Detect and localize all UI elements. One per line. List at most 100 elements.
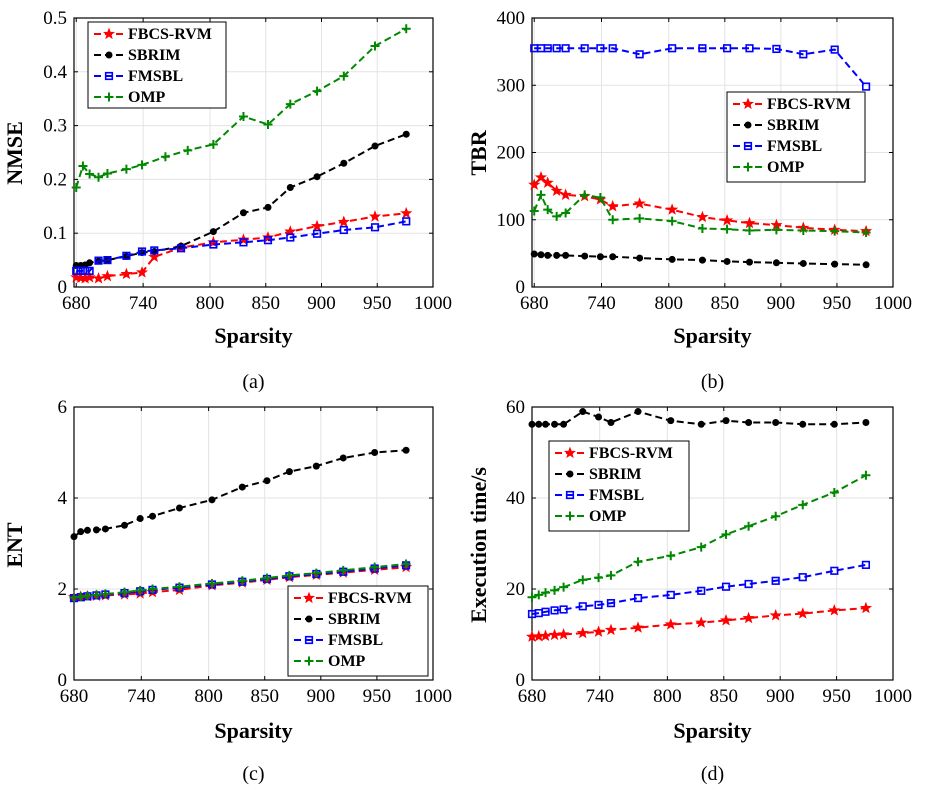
data-point-marker (174, 582, 184, 592)
legend-entry: FMSBL (128, 68, 183, 85)
data-point-marker (798, 500, 808, 510)
data-point-marker (262, 573, 272, 583)
data-point-marker (103, 255, 112, 265)
y-tick-label: 0.2 (43, 169, 67, 190)
data-point-marker (528, 178, 541, 190)
data-point-marker (340, 159, 348, 167)
data-point-marker (550, 184, 563, 197)
data-point-marker (635, 213, 645, 223)
data-point-marker (208, 139, 218, 149)
y-tick-label: 2 (58, 579, 68, 600)
data-point-marker (861, 560, 871, 569)
plot-frame (531, 406, 894, 681)
data-point-marker (608, 215, 618, 225)
y-tick-label: 0.3 (43, 116, 67, 137)
data-point-marker (263, 477, 271, 485)
data-point-marker (550, 606, 559, 615)
data-point-marker (541, 176, 554, 188)
data-point-marker (769, 609, 782, 621)
x-tick-label: 740 (587, 293, 616, 314)
data-point-marker (92, 272, 105, 284)
data-point-marker (636, 254, 644, 262)
series-sbrim (72, 130, 410, 269)
data-point-marker (175, 504, 183, 512)
data-point-marker (667, 216, 677, 226)
y-tick-label: 300 (497, 75, 526, 96)
x-tick-label: 900 (766, 686, 795, 707)
y-axis-label: ENT (2, 522, 27, 568)
series-line (533, 176, 867, 233)
data-point-marker (339, 71, 349, 81)
data-point-marker (535, 420, 543, 428)
series-sbrim (528, 408, 870, 428)
data-point-marker (86, 259, 94, 267)
data-point-marker (120, 267, 133, 280)
data-point-marker (561, 44, 570, 53)
data-point-marker (697, 420, 705, 428)
chart-panel-c: 680 740 800 850 900 950 1000 0 2 4 6 Sparsity ENT (c)… (2, 397, 452, 785)
data-point-marker (83, 526, 91, 534)
data-point-marker (312, 462, 320, 470)
data-point-marker (668, 44, 677, 53)
series-omp (527, 470, 871, 602)
data-point-marker (541, 607, 550, 616)
data-point-marker (594, 600, 603, 610)
data-point-marker (530, 250, 538, 258)
data-point-marker (560, 420, 568, 428)
data-point-marker (635, 50, 644, 59)
data-point-marker (92, 526, 100, 534)
x-tick-label: 1000 (414, 293, 452, 314)
data-point-marker (402, 217, 411, 226)
data-point-marker (744, 226, 754, 236)
data-point-marker (238, 483, 246, 491)
data-point-marker (772, 259, 780, 267)
data-point-marker (286, 183, 294, 191)
legend-marker (104, 71, 114, 81)
data-point-marker (798, 573, 807, 582)
data-point-marker (668, 255, 676, 263)
data-point-marker (667, 417, 675, 425)
legend-marker (304, 656, 314, 666)
legend-entry: OMP (767, 159, 805, 176)
legend-marker (565, 490, 575, 500)
data-point-marker (160, 152, 170, 162)
x-tick-label: 950 (823, 293, 852, 314)
data-point-marker (719, 614, 733, 626)
data-point-marker (370, 41, 380, 51)
data-point-marker (136, 514, 144, 522)
y-tick-label: 0.1 (43, 223, 67, 244)
data-point-marker (862, 418, 870, 426)
data-point-marker (542, 420, 550, 428)
x-tick-label: 680 (60, 686, 89, 707)
data-point-marker (237, 576, 247, 586)
data-point-marker (606, 199, 619, 212)
y-tick-label: 0 (58, 670, 68, 691)
legend-marker (305, 615, 313, 623)
legend-entry: FBCS-RVM (328, 590, 412, 607)
panel-label: (b) (701, 371, 724, 393)
data-point-marker (559, 188, 572, 200)
data-point-marker (742, 611, 755, 624)
x-tick-label: 680 (518, 686, 547, 707)
data-point-marker (722, 44, 732, 53)
data-point-marker (534, 171, 548, 183)
data-point-marker (310, 219, 324, 232)
y-tick-label: 0 (516, 277, 526, 298)
data-point-marker (830, 420, 838, 428)
data-point-marker (828, 604, 841, 616)
y-tick-label: 6 (58, 397, 68, 418)
x-tick-label: 680 (62, 293, 91, 314)
data-point-marker (633, 593, 643, 603)
data-point-marker (85, 266, 94, 275)
data-point-marker (529, 206, 539, 216)
data-point-marker (82, 591, 92, 601)
data-point-marker (772, 44, 781, 54)
data-point-marker (527, 592, 537, 602)
y-axis-label: Execution time/s (466, 467, 491, 623)
data-point-marker (313, 173, 321, 181)
legend-entry: SBRIM (328, 611, 380, 628)
data-point-marker (831, 260, 839, 268)
data-point-marker (337, 215, 350, 228)
data-point-marker (595, 193, 605, 203)
data-point-marker (83, 270, 96, 283)
